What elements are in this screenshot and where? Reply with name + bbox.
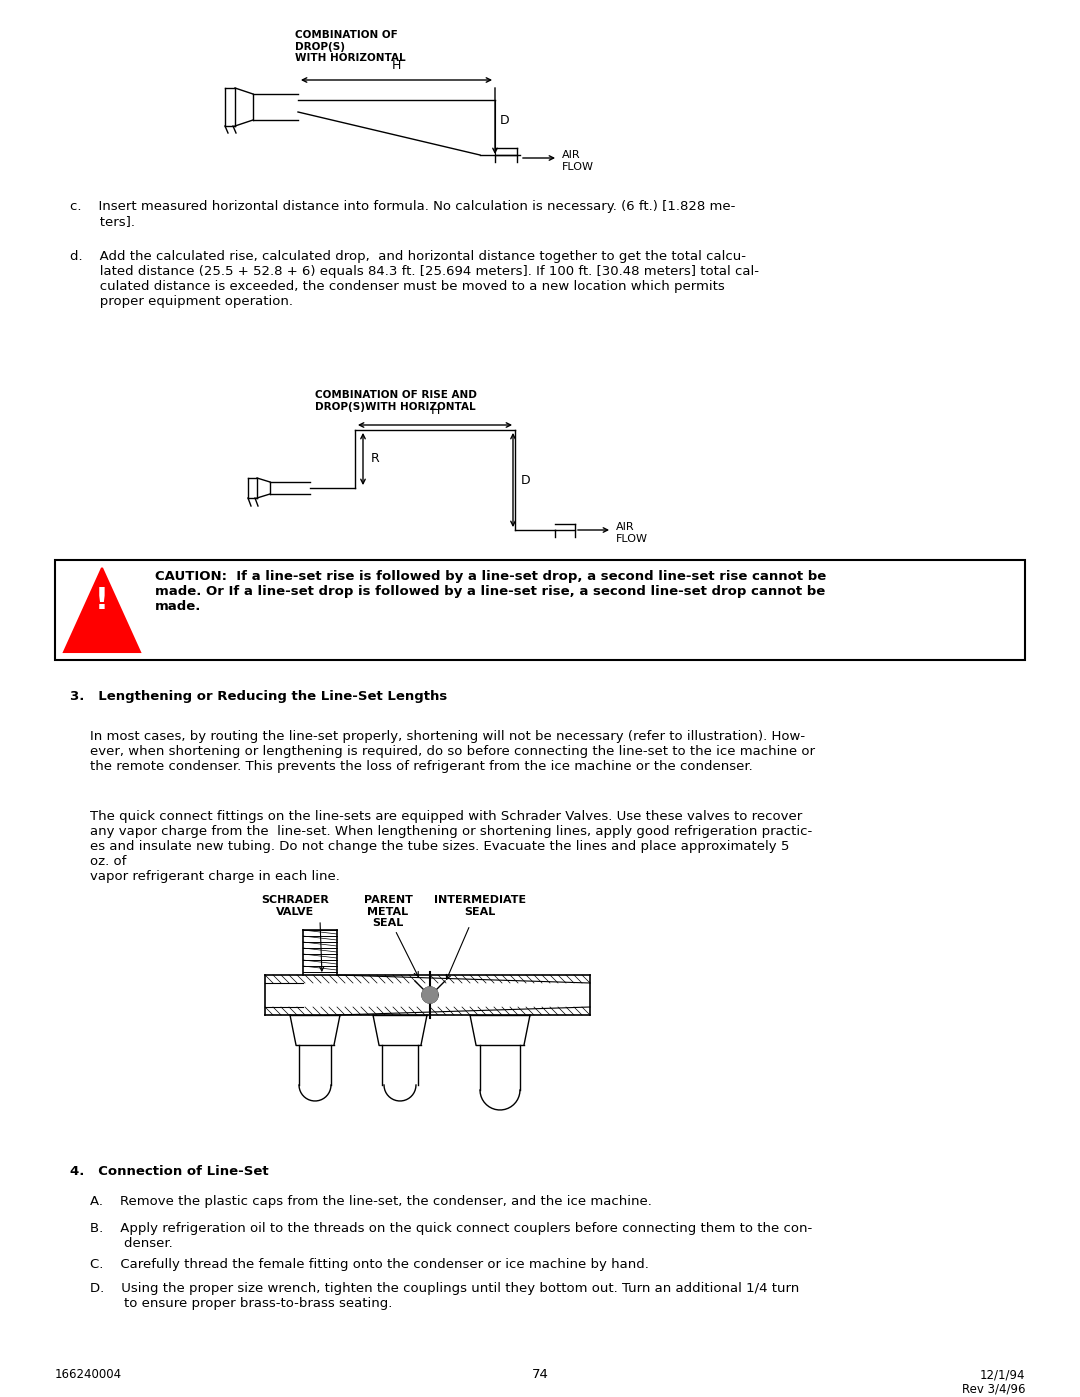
Polygon shape [64,569,140,652]
Text: B.    Apply refrigeration oil to the threads on the quick connect couplers befor: B. Apply refrigeration oil to the thread… [90,1222,812,1250]
Text: H: H [391,59,401,73]
Text: c.    Insert measured horizontal distance into formula. No calculation is necess: c. Insert measured horizontal distance i… [70,200,735,228]
Text: H: H [430,404,440,416]
Text: !: ! [95,585,109,615]
Text: d.    Add the calculated rise, calculated drop,  and horizontal distance togethe: d. Add the calculated rise, calculated d… [70,250,759,307]
Text: 4.   Connection of Line-Set: 4. Connection of Line-Set [70,1165,269,1178]
Text: AIR
FLOW: AIR FLOW [616,522,648,543]
Text: D.    Using the proper size wrench, tighten the couplings until they bottom out.: D. Using the proper size wrench, tighten… [90,1282,799,1310]
Text: SCHRADER
VALVE: SCHRADER VALVE [261,895,329,916]
Text: 74: 74 [531,1368,549,1382]
Text: A.    Remove the plastic caps from the line-set, the condenser, and the ice mach: A. Remove the plastic caps from the line… [90,1194,652,1208]
Text: INTERMEDIATE
SEAL: INTERMEDIATE SEAL [434,895,526,916]
Text: CAUTION:  If a line-set rise is followed by a line-set drop, a second line-set r: CAUTION: If a line-set rise is followed … [156,570,826,613]
Text: 3.   Lengthening or Reducing the Line-Set Lengths: 3. Lengthening or Reducing the Line-Set … [70,690,447,703]
Text: The quick connect fittings on the line-sets are equipped with Schrader Valves. U: The quick connect fittings on the line-s… [90,810,812,883]
Text: 166240004: 166240004 [55,1368,122,1382]
Text: In most cases, by routing the line-set properly, shortening will not be necessar: In most cases, by routing the line-set p… [90,731,815,773]
Text: 12/1/94
Rev 3/4/96: 12/1/94 Rev 3/4/96 [961,1368,1025,1396]
Text: R: R [372,453,380,465]
Polygon shape [422,988,438,1003]
Text: AIR
FLOW: AIR FLOW [562,149,594,172]
Text: C.    Carefully thread the female fitting onto the condenser or ice machine by h: C. Carefully thread the female fitting o… [90,1259,649,1271]
Text: COMBINATION OF RISE AND
DROP(S)WITH HORIZONTAL: COMBINATION OF RISE AND DROP(S)WITH HORI… [315,390,477,412]
Text: COMBINATION OF
DROP(S)
WITH HORIZONTAL: COMBINATION OF DROP(S) WITH HORIZONTAL [295,29,406,63]
Text: PARENT
METAL
SEAL: PARENT METAL SEAL [364,895,413,928]
Bar [55,560,1025,659]
Text: D: D [500,113,510,127]
Text: D: D [521,474,530,486]
